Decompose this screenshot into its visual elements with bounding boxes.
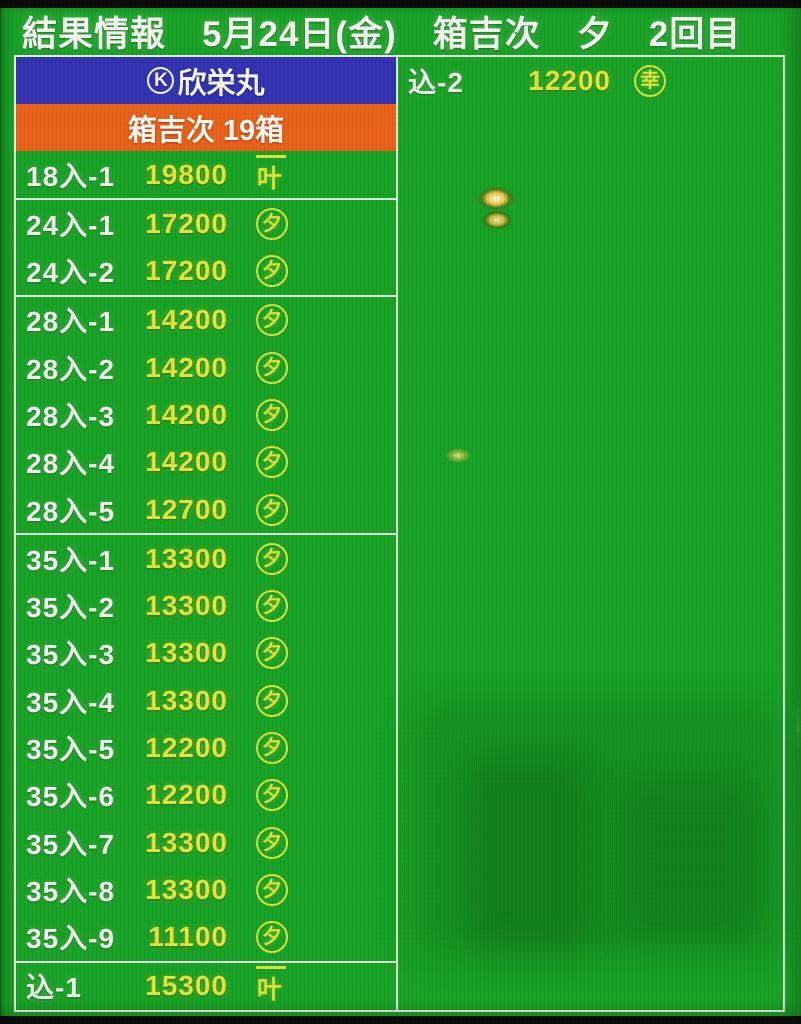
table-row: 28入-4 14200 夕 <box>16 439 396 486</box>
results-rows: 18入-1 19800 叶 24入-1 17200 夕 24入-2 17200 … <box>16 151 396 1010</box>
table-row: 35入-5 12200 夕 <box>16 724 396 771</box>
row-price: 12200 <box>145 732 228 764</box>
row-label: 35入-3 <box>26 639 116 671</box>
vessel-name: 欣栄丸 <box>177 67 265 100</box>
table-row: 18入-1 19800 叶 <box>16 151 396 198</box>
row-price: 13300 <box>145 542 228 574</box>
table-row: 35入-7 13300 夕 <box>16 819 396 866</box>
row-label: 35入-2 <box>26 592 116 624</box>
row-price: 13300 <box>145 684 228 716</box>
yu-circle-icon: 夕 <box>256 542 288 575</box>
row-price: 13300 <box>145 590 228 622</box>
title-program: 結果情報 <box>22 15 167 54</box>
table-row: 35入-3 13300 夕 <box>16 630 396 677</box>
table-row: 込-1 15300 叶 <box>16 960 396 1010</box>
table-row: 35入-1 13300 夕 <box>16 533 396 582</box>
table-row: 24入-1 17200 夕 <box>16 198 396 247</box>
row-label: 込-2 <box>408 66 464 98</box>
row-price: 13300 <box>145 873 228 905</box>
table-row: 35入-6 12200 夕 <box>16 772 396 819</box>
title-market: 箱吉次 <box>432 15 541 54</box>
kanau-overline-icon: 叶 <box>256 966 287 1006</box>
row-price: 11100 <box>148 921 228 953</box>
row-price: 13300 <box>145 637 228 669</box>
row-price: 15300 <box>145 970 228 1002</box>
table-row: 28入-3 14200 夕 <box>16 391 396 438</box>
yu-circle-icon: 夕 <box>256 304 288 337</box>
yu-circle-icon: 夕 <box>256 493 288 526</box>
row-price: 12700 <box>145 493 228 525</box>
results-table: K 欣栄丸 箱吉次 19箱 18入-1 19800 叶 24入-1 17200 … <box>14 55 398 1012</box>
table-row: 28入-1 14200 夕 <box>16 294 396 344</box>
yu-circle-icon: 夕 <box>256 684 288 717</box>
row-price: 12200 <box>528 64 611 96</box>
table-row: 24入-2 17200 夕 <box>16 248 396 295</box>
circle-k-icon: K <box>147 67 175 94</box>
table-row: 35入-2 13300 夕 <box>16 583 396 630</box>
lot-title: 箱吉次 19箱 <box>127 114 285 147</box>
title-session: 夕 <box>576 15 613 54</box>
yu-circle-icon: 夕 <box>256 207 288 240</box>
row-price: 14200 <box>145 399 228 431</box>
kanau-overline-icon: 叶 <box>256 154 287 195</box>
row-price: 19800 <box>145 158 228 190</box>
row-label: 28入-1 <box>26 306 116 338</box>
row-label: 35入-4 <box>26 686 116 718</box>
vessel-header: K 欣栄丸 <box>16 57 396 104</box>
row-price: 14200 <box>145 351 228 383</box>
row-label: 28入-5 <box>26 495 116 527</box>
yu-circle-icon: 夕 <box>256 779 288 812</box>
row-label: 込-1 <box>26 972 82 1004</box>
title-round: 2回目 <box>648 15 742 54</box>
table-row: 28入-2 14200 夕 <box>16 344 396 391</box>
row-label: 28入-3 <box>26 401 116 433</box>
row-label: 24入-2 <box>26 257 116 289</box>
yu-circle-icon: 夕 <box>256 446 288 479</box>
page-title: 結果情報 5月24日(金) 箱吉次 夕 2回目 <box>0 8 801 55</box>
yu-circle-icon: 夕 <box>256 921 288 954</box>
yu-circle-icon: 夕 <box>256 637 288 670</box>
row-label: 18入-1 <box>26 160 116 192</box>
row-label: 35入-6 <box>26 781 116 813</box>
table-row: 35入-9 11100 夕 <box>16 914 396 961</box>
table-row: 28入-5 12700 夕 <box>16 486 396 533</box>
yu-circle-icon: 夕 <box>256 351 288 384</box>
row-price: 14200 <box>145 304 228 336</box>
row-price: 17200 <box>145 207 228 239</box>
title-date: 5月24日(金) <box>202 15 397 54</box>
row-label: 35入-8 <box>26 875 116 907</box>
lot-header: 箱吉次 19箱 <box>16 104 396 151</box>
row-label: 28入-4 <box>26 448 116 480</box>
table-row: 込-2 12200 幸 <box>398 57 783 104</box>
table-row: 35入-4 13300 夕 <box>16 677 396 724</box>
row-label: 35入-7 <box>26 828 116 860</box>
row-label: 28入-2 <box>26 353 116 385</box>
yu-circle-icon: 夕 <box>256 873 288 906</box>
table-row: 35入-8 13300 夕 <box>16 866 396 913</box>
yu-circle-icon: 夕 <box>256 732 288 765</box>
row-label: 24入-1 <box>26 209 116 241</box>
row-price: 17200 <box>145 255 228 287</box>
row-price: 14200 <box>145 446 228 478</box>
row-label: 35入-9 <box>26 923 116 955</box>
row-price: 13300 <box>145 826 228 858</box>
right-panel: 込-2 12200 幸 <box>398 55 801 1012</box>
yu-circle-icon: 夕 <box>256 399 288 432</box>
yu-circle-icon: 夕 <box>256 826 288 859</box>
row-label: 35入-1 <box>26 544 116 576</box>
yu-circle-icon: 夕 <box>256 255 288 288</box>
top-bezel-bar <box>0 0 801 8</box>
row-label: 35入-5 <box>26 734 116 766</box>
bottom-bezel-bar <box>0 1016 801 1024</box>
yu-circle-icon: 夕 <box>256 590 288 623</box>
kou-circle-icon: 幸 <box>634 64 666 97</box>
row-price: 12200 <box>145 779 228 811</box>
screen-glare-band <box>796 697 801 757</box>
